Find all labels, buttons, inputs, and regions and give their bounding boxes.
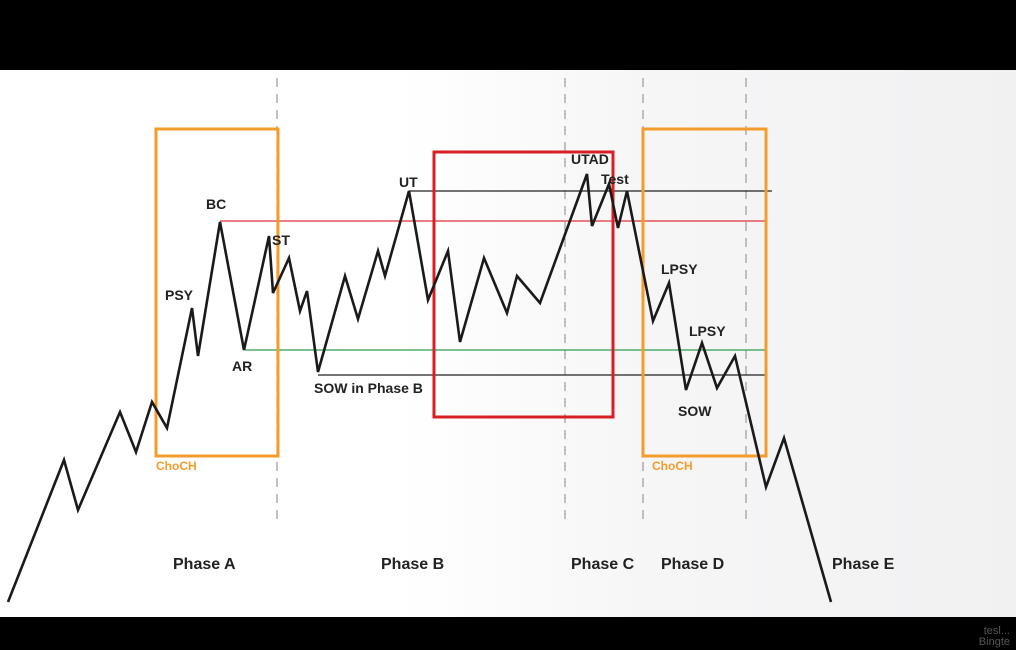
label-sow-phase-b: SOW in Phase B (314, 380, 423, 396)
label-lpsy-2: LPSY (689, 323, 726, 339)
phase-label-a: Phase A (173, 556, 236, 573)
phase-label-d: Phase D (661, 556, 724, 573)
phase-label-c: Phase C (571, 556, 635, 573)
bottom-black-bar (0, 617, 1016, 650)
label-choch-a: ChoCH (156, 459, 197, 473)
phase-label-e: Phase E (832, 556, 895, 573)
label-st: ST (272, 232, 290, 248)
phase-label-b: Phase B (381, 556, 444, 573)
label-ut: UT (399, 174, 418, 190)
watermark: tesl... Bingte (979, 626, 1010, 648)
watermark-line-1: tesl... (983, 625, 1010, 637)
label-sow: SOW (678, 403, 712, 419)
label-choch-d: ChoCH (652, 459, 693, 473)
top-black-bar (0, 0, 1016, 70)
background-shade (400, 70, 1016, 617)
label-ar: AR (232, 358, 252, 374)
label-utad: UTAD (571, 151, 609, 167)
label-test: Test (601, 171, 629, 187)
label-psy: PSY (165, 287, 194, 303)
phase-d-orange-box (641, 127, 768, 458)
label-bc: BC (206, 196, 226, 212)
diagram-svg: BC ST PSY AR UT SOW in Phase B UTAD Test… (6, 78, 895, 603)
label-lpsy-1: LPSY (661, 261, 698, 277)
watermark-line-2: Bingte (978, 636, 1010, 648)
price-path (6, 173, 833, 603)
diagram-canvas: BC ST PSY AR UT SOW in Phase B UTAD Test… (0, 70, 1016, 617)
phase-a-orange-box (154, 127, 280, 458)
